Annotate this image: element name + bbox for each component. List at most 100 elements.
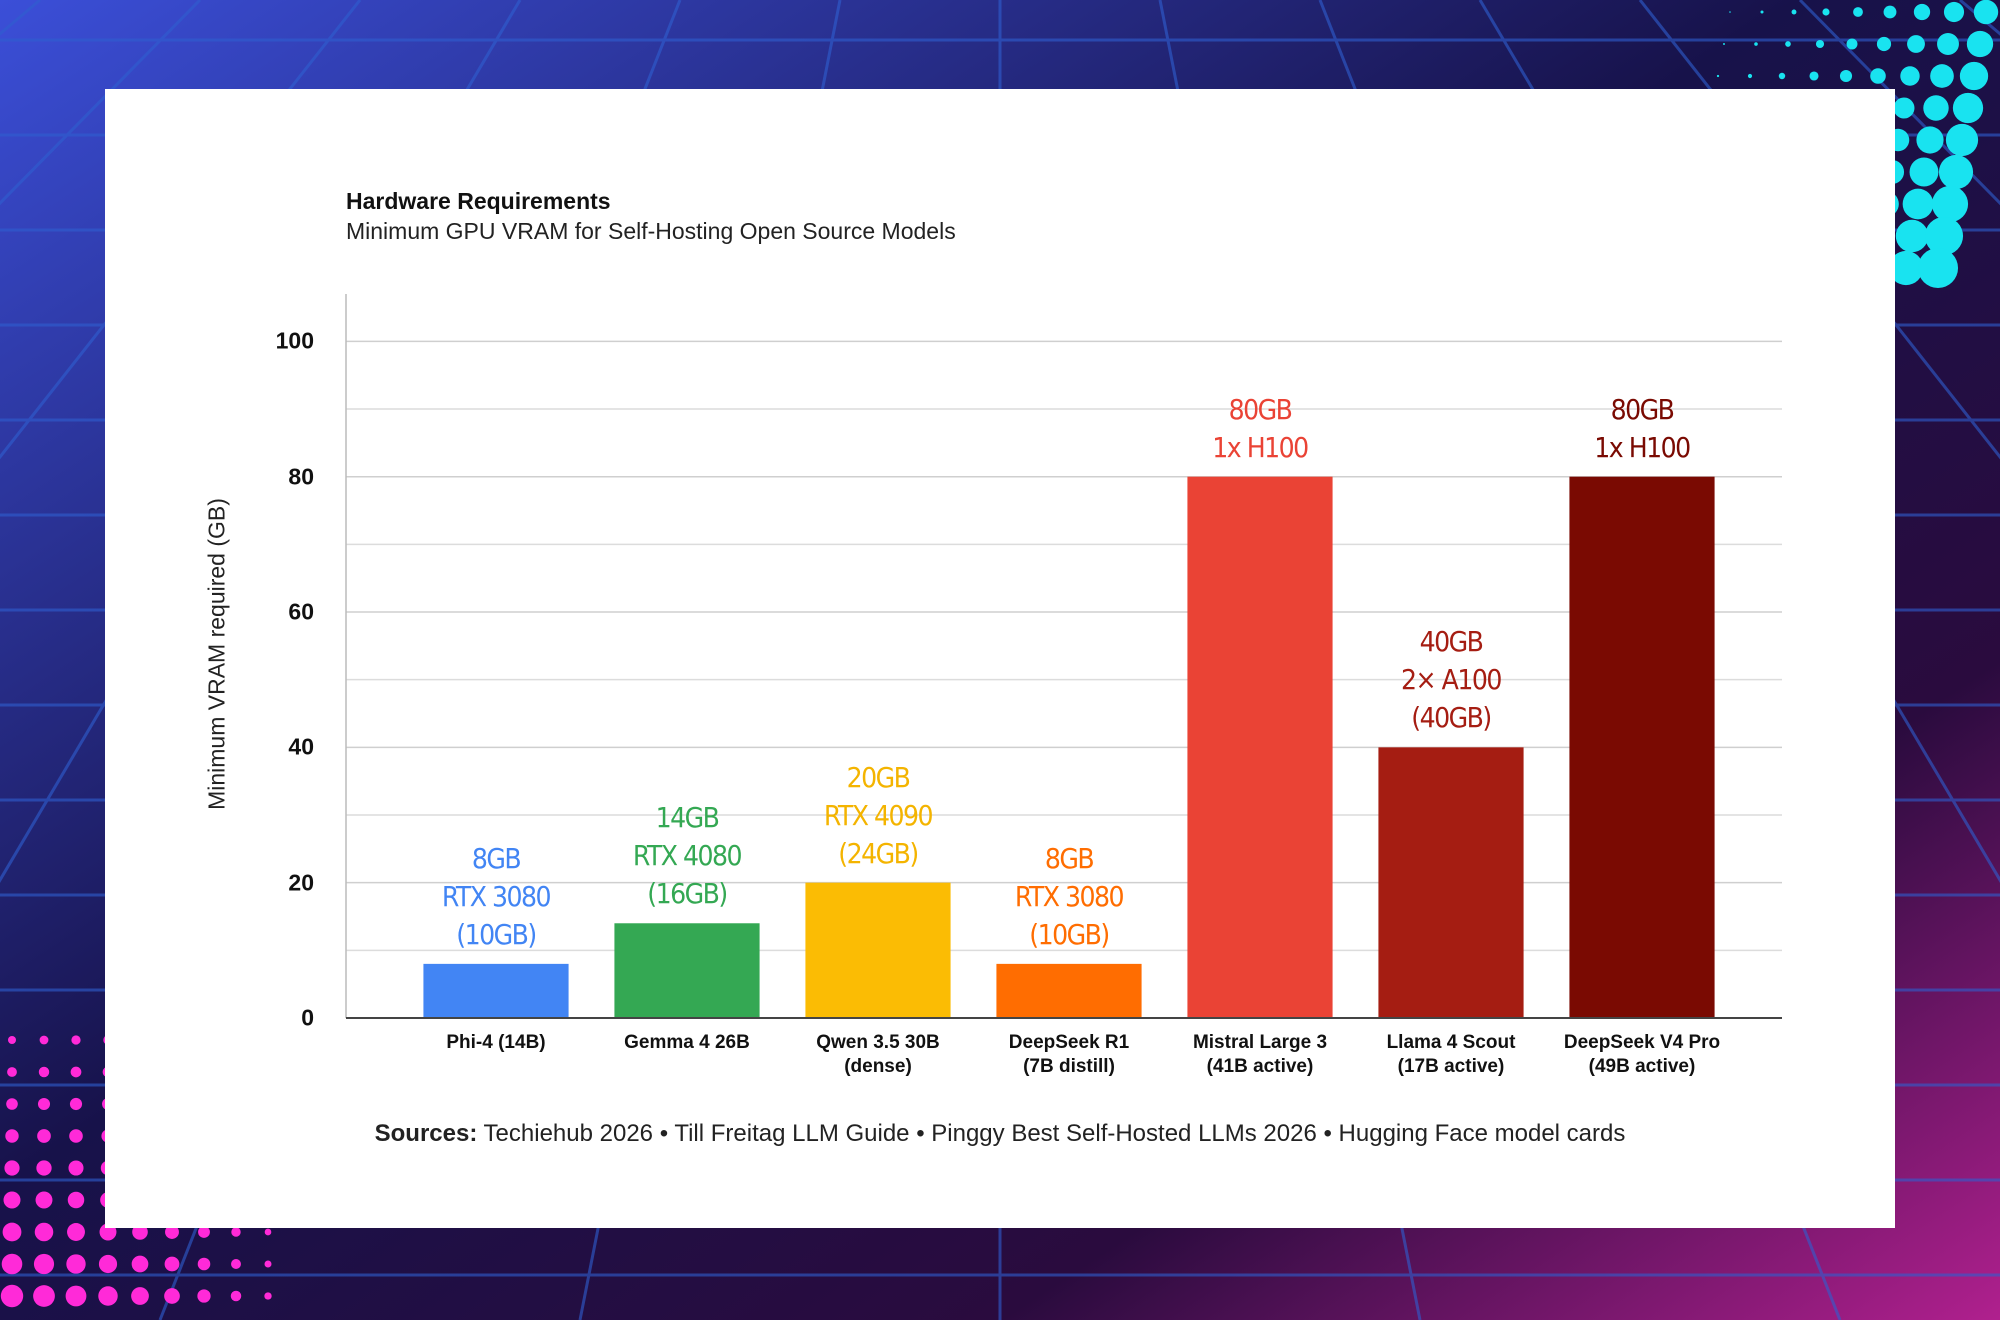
deco-dot: [1809, 71, 1819, 81]
deco-dot: [230, 1290, 242, 1302]
bar: [996, 963, 1142, 1018]
deco-dot: [66, 1254, 86, 1274]
value-label: 80GB 1x H100: [1594, 392, 1691, 464]
source-text: Techiehub 2026 • Till Freitag LLM Guide …: [483, 1120, 1626, 1147]
deco-dot: [1723, 43, 1725, 45]
x-tick-label: DeepSeek V4 Pro (49B active): [1563, 1032, 1721, 1077]
deco-dot: [33, 1285, 55, 1307]
deco-dot: [37, 1129, 51, 1143]
deco-dot: [131, 1287, 149, 1305]
deco-dot: [35, 1191, 53, 1209]
deco-dot: [98, 1254, 118, 1274]
deco-dot: [33, 1253, 55, 1275]
deco-dot: [1902, 188, 1934, 220]
deco-dot: [1791, 9, 1797, 15]
deco-dot: [65, 1285, 87, 1307]
deco-dot: [1, 1253, 23, 1275]
deco-dot: [5, 1129, 19, 1143]
deco-dot: [1815, 39, 1825, 49]
deco-dot: [1913, 3, 1931, 21]
sources: Sources: Techiehub 2026 • Till Freitag L…: [0, 1120, 2000, 1148]
y-tick-label: 40: [288, 733, 314, 760]
deco-dot: [1785, 41, 1791, 47]
chart-subtitle: Minimum GPU VRAM for Self-Hosting Open S…: [346, 218, 956, 244]
deco-dot: [1839, 69, 1853, 83]
deco-dot: [1729, 11, 1731, 13]
value-label: 8GB RTX 3080 (10GB): [1014, 841, 1125, 951]
deco-dot: [1959, 61, 1989, 91]
value-label: 80GB 1x H100: [1212, 392, 1309, 464]
deco-dot: [37, 1097, 51, 1111]
deco-dot: [1952, 92, 1984, 124]
y-tick-label: 80: [288, 463, 314, 490]
deco-dot: [69, 1129, 83, 1143]
deco-dot: [1853, 7, 1863, 17]
value-label: 20GB RTX 4090 (24GB): [823, 760, 934, 870]
deco-dot: [231, 1227, 241, 1237]
deco-dot: [197, 1257, 211, 1271]
deco-dot: [39, 1035, 49, 1045]
deco-dot: [198, 1226, 210, 1238]
y-axis-label: Minimum VRAM required (GB): [203, 498, 230, 810]
deco-dot: [1943, 1, 1965, 23]
deco-dot: [1907, 35, 1925, 53]
deco-dot: [3, 1191, 21, 1209]
deco-dot: [1923, 95, 1949, 121]
x-tick-label: Mistral Large 3 (41B active): [1192, 1032, 1328, 1077]
value-label: 14GB RTX 4080 (16GB): [632, 801, 743, 911]
deco-dot: [34, 1222, 54, 1242]
deco-dot: [1754, 42, 1758, 46]
deco-dot: [1924, 216, 1964, 256]
deco-dot: [6, 1098, 18, 1110]
y-tick-label: 100: [275, 327, 314, 354]
deco-dot: [264, 1260, 272, 1268]
value-label: 8GB RTX 3080 (10GB): [441, 841, 552, 951]
deco-dot: [38, 1066, 50, 1078]
deco-dot: [1822, 8, 1830, 16]
deco-dot: [131, 1255, 149, 1273]
deco-dot: [1916, 126, 1944, 154]
x-tick-label: Gemma 4 26B: [624, 1032, 750, 1053]
deco-dot: [1909, 157, 1939, 187]
deco-dot: [70, 1066, 82, 1078]
deco-dot: [67, 1191, 85, 1209]
deco-dot: [1876, 36, 1892, 52]
y-tick-label: 60: [288, 598, 314, 625]
deco-dot: [1895, 219, 1929, 253]
deco-dot: [8, 1036, 16, 1044]
x-tick-label: Phi-4 (14B): [446, 1032, 546, 1053]
y-tick-label: 20: [288, 869, 314, 896]
deco-dot: [69, 1097, 83, 1111]
deco-dot: [4, 1160, 20, 1176]
deco-dot: [1930, 64, 1954, 88]
deco-dot: [1945, 123, 1979, 157]
deco-dot: [1900, 66, 1920, 86]
bar: [614, 923, 760, 1018]
deco-dot: [1938, 154, 1974, 190]
chart-title: Hardware Requirements: [346, 188, 611, 214]
deco-dot: [1760, 10, 1764, 14]
deco-dot: [7, 1067, 17, 1077]
deco-dot: [1966, 30, 1994, 58]
deco-dot: [71, 1035, 81, 1045]
deco-dot: [0, 1284, 24, 1308]
deco-dot: [2, 1222, 22, 1242]
deco-dot: [98, 1286, 118, 1306]
deco-dot: [1893, 97, 1915, 119]
deco-dot: [264, 1292, 272, 1300]
deco-dot: [1716, 74, 1720, 78]
value-label: 40GB 2× A100 (40GB): [1401, 625, 1502, 735]
bar: [1187, 476, 1333, 1018]
deco-dot: [1846, 38, 1858, 50]
x-tick-label: Qwen 3.5 30B (dense): [816, 1032, 940, 1077]
deco-dot: [1917, 247, 1959, 289]
deco-dot: [132, 1224, 148, 1240]
deco-dot: [264, 1228, 272, 1236]
deco-dot: [1937, 33, 1959, 55]
deco-dot: [36, 1160, 52, 1176]
source-label: Sources:: [374, 1120, 478, 1147]
deco-dot: [1931, 185, 1969, 223]
y-tick-label: 0: [301, 1004, 314, 1031]
